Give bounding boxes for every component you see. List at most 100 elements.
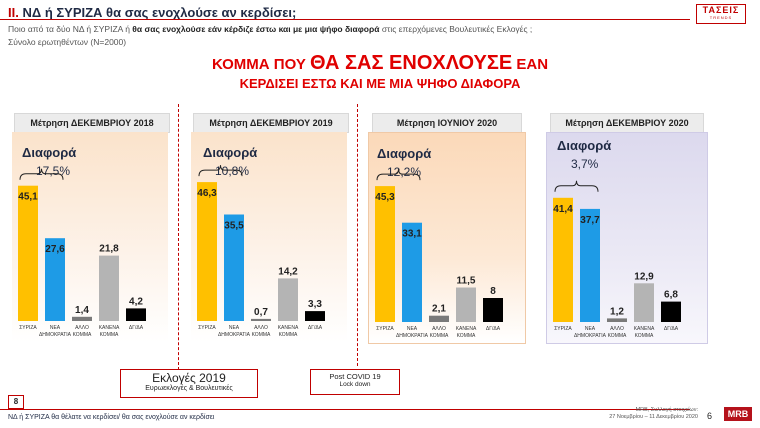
callout-elections-2019: Εκλογές 2019 Ευρωεκλογές & Βουλευτικές	[120, 369, 258, 398]
headline-part-b: ΘΑ ΣΑΣ ΕΝΟΧΛΟΥΣΕ	[310, 52, 513, 74]
panel-dec-2020: Διαφορά 3,7% 41,4 ΣΥΡΙΖΑ 37,7 ΝΕΑ ΔΗΜΟΚΡΑΤΙΑ…	[546, 132, 708, 344]
category-label-nd: ΔΗΜΟΚΡΑΤΙΑ	[39, 332, 72, 338]
taseis-logo: ΤΑΣΕΙΣ TRENDS	[696, 4, 746, 24]
data-label-syriza: 41,4	[553, 204, 573, 215]
bar-syriza	[375, 186, 395, 322]
category-label-other: ΚΟΜΜΑ	[430, 333, 449, 339]
category-label-other: ΑΛΛΟ	[432, 326, 446, 332]
panel-dec-2018: Διαφορά 17,5% 45,1 ΣΥΡΙΖΑ 27,6 ΝΕΑ ΔΗΜΟΚΡΑΤΙ…	[12, 132, 168, 342]
callout-covid: Post COVID 19 Lock down	[310, 369, 400, 395]
category-label-other: ΑΛΛΟ	[610, 326, 624, 332]
data-label-none: 14,2	[278, 266, 298, 277]
headline-line2: ΚΕΡΔΙΣΕΙ ΕΣΤΩ ΚΑΙ ΜΕ ΜΙΑ ΨΗΦΟ ΔΙΑΦΟΡΑ	[239, 76, 521, 91]
bar-dk	[483, 298, 503, 322]
source-line1: MRB, Συλλογή στοιχείων:	[635, 407, 698, 413]
category-label-other: ΚΟΜΜΑ	[73, 332, 92, 338]
category-label-none: ΚΟΜΜΑ	[457, 333, 476, 339]
bar-dk	[661, 301, 681, 322]
data-label-other: 1,2	[610, 306, 624, 317]
data-label-other: 2,1	[432, 304, 446, 315]
headline-line1: ΚΟΜΜΑ ΠΟΥ ΘΑ ΣΑΣ ΕΝΟΧΛΟΥΣΕ ΕΑΝ	[0, 52, 760, 75]
category-label-none: ΚΑΝΕΝΑ	[99, 325, 120, 331]
panel-title-dec-2020: Μέτρηση ΔΕΚΕΜΒΡΙΟΥ 2020	[550, 113, 704, 133]
callout-elections-sub: Ευρωεκλογές & Βουλευτικές	[145, 385, 233, 392]
category-label-syriza: ΣΥΡΙΖΑ	[19, 325, 37, 331]
page-number-box: 8	[8, 395, 24, 409]
bar-nd	[224, 214, 244, 321]
diff-value: 12,2%	[387, 165, 422, 179]
category-label-nd: ΔΗΜΟΚΡΑΤΙΑ	[574, 333, 607, 339]
difference-brace	[554, 180, 599, 192]
diff-label: Διαφορά	[22, 145, 77, 160]
slide-number: 6	[707, 411, 713, 421]
bar-nd	[45, 238, 65, 321]
category-label-none: ΚΟΜΜΑ	[635, 333, 654, 339]
category-label-none: ΚΟΜΜΑ	[100, 332, 119, 338]
data-label-other: 0,7	[254, 307, 268, 318]
callout-covid-title: Post COVID 19	[329, 372, 381, 381]
data-label-nd: 27,6	[45, 244, 65, 255]
data-label-dk: 4,2	[129, 296, 143, 307]
title-text: ΝΔ ή ΣΥΡΙΖΑ θα σας ενοχλούσε αν κερδίσει…	[22, 5, 297, 20]
question-bold: θα σας ενοχλούσε εάν κέρδιζε έστω και με…	[132, 24, 380, 34]
panel-title-jun-2020: Μέτρηση ΙΟΥΝΙΟΥ 2020	[372, 113, 522, 133]
page-title: II. ΝΔ ή ΣΥΡΙΖΑ θα σας ενοχλούσε αν κερδ…	[8, 5, 296, 20]
mrb-logo: MRB	[724, 407, 752, 421]
question-plain: Ποιο από τα δύο ΝΔ ή ΣΥΡΙΖΑ ή	[8, 24, 133, 34]
panel-title-dec-2019: Μέτρηση ΔΕΚΕΜΒΡΙΟΥ 2019	[193, 113, 349, 133]
bar-dk	[305, 311, 325, 321]
bar-other	[429, 315, 449, 322]
footer-note: ΝΔ ή ΣΥΡΙΖΑ θα θέλατε να κερδίσει/ θα σα…	[8, 414, 215, 421]
category-label-none: ΚΑΝΕΝΑ	[456, 326, 477, 332]
callout-elections-title: Εκλογές 2019	[152, 371, 226, 385]
category-label-syriza: ΣΥΡΙΖΑ	[198, 325, 216, 331]
bottom-divider	[0, 409, 690, 410]
diff-value: 3,7%	[571, 157, 599, 171]
category-label-none: ΚΟΜΜΑ	[279, 332, 298, 338]
logo-text: ΤΑΣΕΙΣ	[702, 5, 740, 15]
divider-2019-election	[178, 104, 179, 370]
bar-none	[278, 278, 298, 321]
data-label-nd: 35,5	[224, 221, 244, 232]
data-label-syriza: 45,3	[375, 192, 395, 203]
data-label-none: 21,8	[99, 244, 119, 255]
difference-brace	[198, 165, 243, 177]
callout-covid-sub: Lock down	[339, 381, 371, 388]
category-label-nd: ΝΕΑ	[50, 325, 61, 331]
diff-value: 10,8%	[215, 164, 250, 178]
category-label-none: ΚΑΝΕΝΑ	[278, 325, 299, 331]
data-label-other: 1,4	[75, 305, 89, 316]
question-tail: στις επερχόμενες Βουλευτικές Εκλογές ;	[379, 24, 533, 34]
category-label-nd: ΔΗΜΟΚΡΑΤΙΑ	[396, 333, 429, 339]
data-label-nd: 33,1	[402, 229, 422, 240]
data-label-none: 12,9	[634, 271, 654, 282]
category-label-nd: ΝΕΑ	[585, 326, 596, 332]
category-label-nd: ΝΕΑ	[407, 326, 418, 332]
source-note: MRB, Συλλογή στοιχείων: 27 Νοεμβρίου – 1…	[500, 407, 698, 421]
source-line2: 27 Νοεμβρίου – 11 Δεκεμβρίου 2020	[609, 414, 698, 420]
data-label-none: 11,5	[457, 276, 476, 287]
panel-dec-2019: Διαφορά 10,8% 46,3 ΣΥΡΙΖΑ 35,5 ΝΕΑ ΔΗΜΟΚΡΑΤΙ…	[191, 132, 347, 342]
category-label-syriza: ΣΥΡΙΖΑ	[554, 326, 572, 332]
category-label-other: ΚΟΜΜΑ	[252, 332, 271, 338]
bar-other	[607, 318, 627, 322]
diff-label: Διαφορά	[203, 145, 258, 160]
category-label-other: ΑΛΛΟ	[75, 325, 89, 331]
headline-part-a: ΚΟΜΜΑ ΠΟΥ	[211, 56, 311, 73]
bar-other	[251, 318, 271, 321]
bar-none	[634, 283, 654, 322]
category-label-dk: ΔΓ/ΔΑ	[129, 325, 144, 331]
diff-value: 17,5%	[36, 164, 71, 178]
category-label-other: ΑΛΛΟ	[254, 325, 268, 331]
data-label-syriza: 46,3	[197, 188, 217, 199]
category-label-nd: ΔΗΜΟΚΡΑΤΙΑ	[218, 332, 251, 338]
diff-label: Διαφορά	[377, 146, 432, 161]
bar-dk	[126, 308, 146, 321]
bar-syriza	[18, 185, 38, 321]
category-label-dk: ΔΓ/ΔΑ	[664, 326, 679, 332]
bar-nd	[580, 208, 600, 322]
panel-title-dec-2018: Μέτρηση ΔΕΚΕΜΒΡΙΟΥ 2018	[14, 113, 170, 133]
data-label-syriza: 45,1	[18, 192, 38, 203]
title-prefix: II.	[8, 5, 19, 20]
data-label-nd: 37,7	[580, 215, 600, 226]
